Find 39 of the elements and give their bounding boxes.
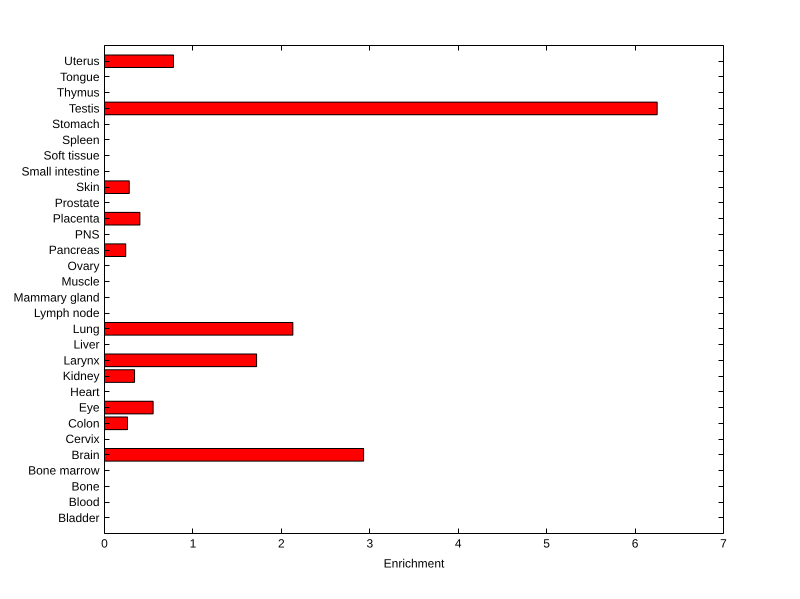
x-axis-title: Enrichment	[384, 556, 446, 570]
y-tick-label: Pancreas	[48, 243, 100, 258]
y-tick-label: PNS	[74, 227, 100, 242]
y-tick-label: Soft tissue	[43, 148, 100, 163]
x-tick-label: 2	[278, 536, 286, 550]
x-tick-label: 7	[720, 536, 728, 550]
y-tick-label: Small intestine	[21, 164, 100, 178]
y-tick-label: Colon	[68, 416, 100, 430]
y-tick-label: Liver	[73, 338, 100, 352]
y-tick-label: Kidney	[62, 369, 100, 384]
y-tick-label: Skin	[76, 180, 100, 194]
y-tick-label: Muscle	[61, 274, 100, 289]
x-tick-label: 5	[543, 536, 550, 550]
y-tick-label: Ovary	[67, 258, 100, 273]
x-tick-label: 4	[454, 536, 462, 550]
y-tick-label: Stomach	[52, 117, 100, 132]
y-tick-label: Brain	[71, 448, 100, 462]
y-tick-label: Bone marrow	[28, 464, 100, 478]
x-tick-label: 1	[190, 536, 197, 550]
y-tick-label: Placenta	[52, 212, 100, 226]
y-tick-label: Blood	[68, 495, 100, 510]
y-tick-label: Thymus	[56, 86, 100, 100]
y-tick-label: Uterus	[64, 54, 100, 68]
y-tick-label: Lung	[72, 322, 100, 336]
y-tick-label: Prostate	[54, 196, 100, 210]
y-tick-label: Cervix	[66, 432, 100, 446]
y-tick-label: Bone	[71, 479, 100, 494]
y-tick-label: Heart	[70, 384, 100, 399]
y-tick-label: Spleen	[62, 132, 100, 147]
y-tick-label: Testis	[68, 101, 100, 116]
y-tick-label: Mammary gland	[13, 290, 100, 304]
x-tick-label: 0	[101, 536, 108, 550]
x-tick-label: 3	[366, 536, 374, 550]
y-tick-label: Larynx	[63, 353, 100, 368]
x-tick-label: 6	[632, 536, 639, 550]
y-tick-label: Lymph node	[34, 306, 100, 320]
y-tick-label: Bladder	[58, 510, 100, 525]
y-tick-label: Tongue	[60, 70, 100, 84]
y-tick-label: Eye	[78, 400, 100, 415]
